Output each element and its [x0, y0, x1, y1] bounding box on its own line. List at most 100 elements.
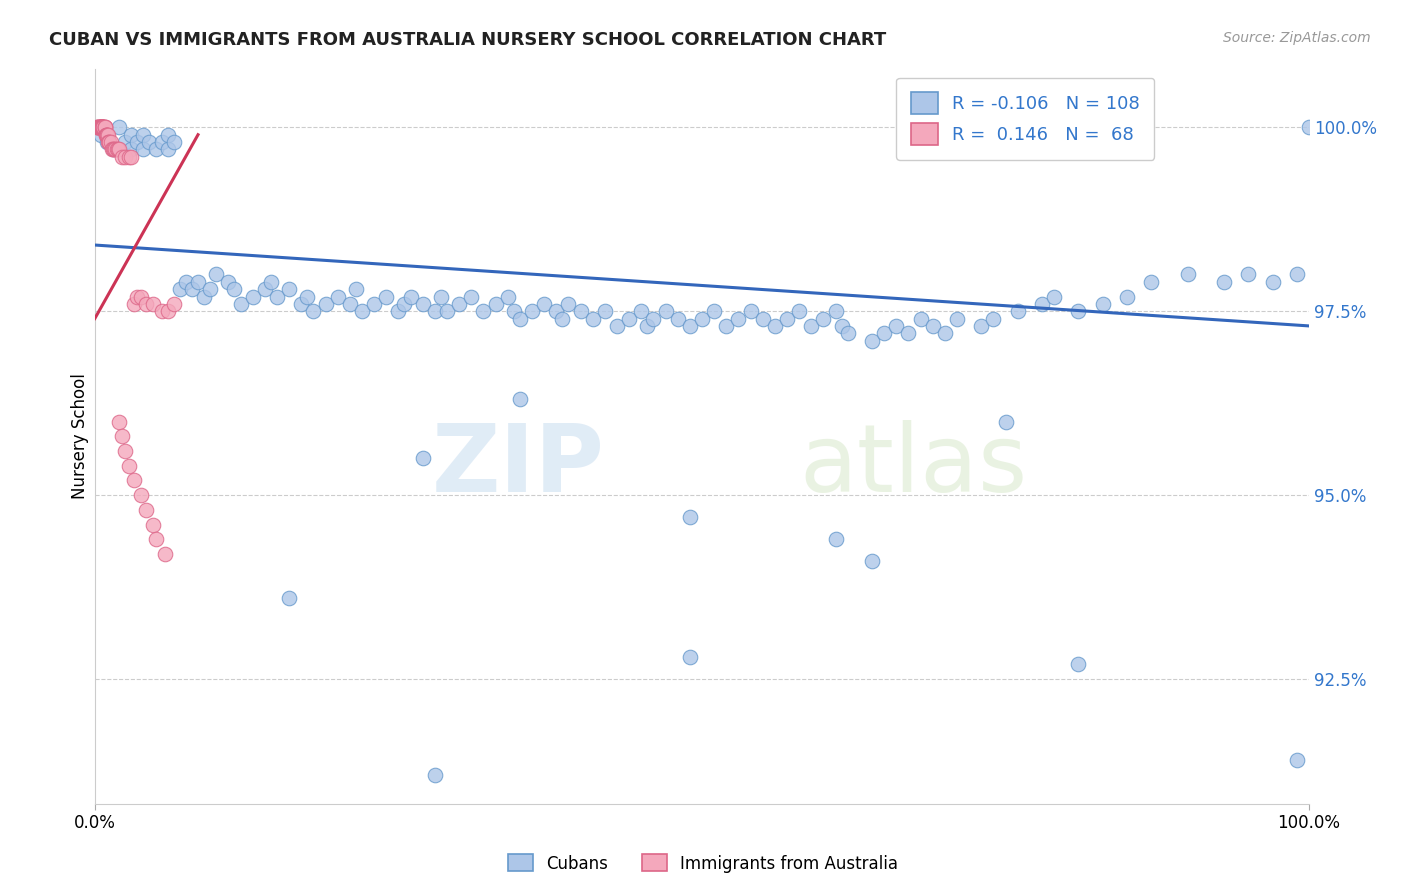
Legend: R = -0.106   N = 108, R =  0.146   N =  68: R = -0.106 N = 108, R = 0.146 N = 68 [896, 78, 1154, 160]
Point [110, 150, 132, 164]
Point [93, 120, 115, 135]
Point [394, 297, 416, 311]
Point [983, 311, 1005, 326]
Point [824, 304, 846, 318]
Point [104, 143, 127, 157]
Point [703, 304, 725, 318]
Point [934, 326, 956, 341]
Point [110, 429, 132, 443]
Point [921, 318, 943, 333]
Point [187, 275, 209, 289]
Point [763, 318, 786, 333]
Point [813, 311, 835, 326]
Point [679, 318, 702, 333]
Point [860, 554, 883, 568]
Point [509, 392, 531, 407]
Point [120, 150, 142, 164]
Point [127, 289, 149, 303]
Point [87, 120, 110, 135]
Point [122, 297, 145, 311]
Point [135, 297, 157, 311]
Point [205, 268, 228, 282]
Point [120, 128, 142, 142]
Point [98, 135, 121, 149]
Point [132, 128, 155, 142]
Text: atlas: atlas [799, 419, 1028, 512]
Point [654, 304, 676, 318]
Point [156, 143, 179, 157]
Point [502, 304, 524, 318]
Point [751, 311, 773, 326]
Point [97, 135, 120, 149]
Point [101, 143, 124, 157]
Point [727, 311, 749, 326]
Point [630, 304, 652, 318]
Point [884, 318, 907, 333]
Point [89, 120, 111, 135]
Point [617, 311, 640, 326]
Point [91, 120, 114, 135]
Point [666, 311, 689, 326]
Point [89, 120, 111, 135]
Point [169, 282, 191, 296]
Point [297, 289, 319, 303]
Point [1067, 657, 1090, 672]
Point [108, 120, 131, 135]
Point [174, 275, 197, 289]
Point [643, 311, 665, 326]
Point [278, 591, 301, 605]
Point [302, 304, 325, 318]
Point [569, 304, 592, 318]
Point [509, 311, 531, 326]
Point [150, 304, 173, 318]
Point [1043, 289, 1066, 303]
Point [546, 304, 568, 318]
Point [375, 289, 398, 303]
Point [679, 649, 702, 664]
Point [229, 297, 252, 311]
Point [551, 311, 574, 326]
Point [156, 128, 179, 142]
Point [114, 150, 136, 164]
Point [93, 120, 115, 135]
Point [120, 143, 142, 157]
Point [91, 120, 114, 135]
Point [90, 120, 112, 135]
Point [155, 547, 177, 561]
Point [242, 289, 264, 303]
Point [636, 318, 658, 333]
Point [91, 120, 114, 135]
Point [122, 474, 145, 488]
Point [90, 120, 112, 135]
Point [101, 143, 124, 157]
Point [198, 282, 221, 296]
Point [132, 143, 155, 157]
Point [910, 311, 932, 326]
Point [86, 120, 108, 135]
Point [89, 120, 111, 135]
Point [145, 533, 167, 547]
Point [93, 120, 115, 135]
Text: Source: ZipAtlas.com: Source: ZipAtlas.com [1223, 31, 1371, 45]
Point [181, 282, 204, 296]
Point [1285, 268, 1308, 282]
Point [363, 297, 385, 311]
Point [460, 289, 482, 303]
Point [716, 318, 738, 333]
Point [91, 120, 114, 135]
Point [1007, 304, 1029, 318]
Point [94, 128, 117, 142]
Point [533, 297, 555, 311]
Point [253, 282, 276, 296]
Point [423, 767, 446, 781]
Point [87, 120, 110, 135]
Point [129, 289, 152, 303]
Point [860, 334, 883, 348]
Point [1091, 297, 1114, 311]
Point [1261, 275, 1284, 289]
Point [1213, 275, 1236, 289]
Point [96, 128, 118, 142]
Point [163, 297, 186, 311]
Point [824, 533, 846, 547]
Point [787, 304, 810, 318]
